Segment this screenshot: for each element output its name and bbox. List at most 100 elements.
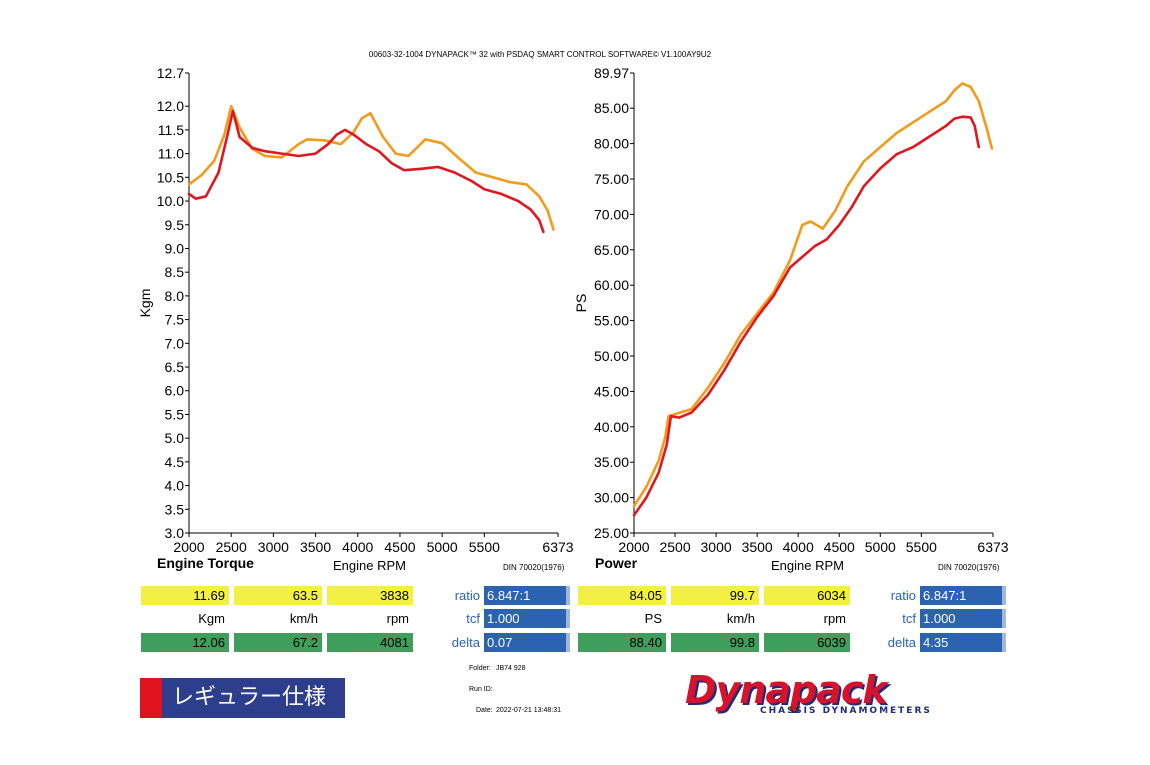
folder-label: Folder: (469, 665, 491, 672)
torque-din: DIN 70020(1976) (503, 563, 565, 572)
power-x-tick-label: 4500 (824, 539, 855, 555)
torque-title: Engine Torque (157, 555, 254, 571)
power-xlabel: Engine RPM (771, 558, 844, 573)
power-value: 84.05 (578, 586, 666, 605)
torque-y-tick-label: 11.5 (158, 122, 184, 138)
torque-y-tick-label: 11.0 (158, 146, 184, 162)
power-y-tick-label: 35.00 (594, 454, 629, 470)
torque-y-tick-label: 5.5 (165, 406, 185, 422)
power-y-tick-label: 89.97 (594, 65, 629, 81)
power-y-tick-label: 75.00 (594, 171, 629, 187)
power-y-tick-label: 60.00 (594, 277, 629, 293)
power-x-tick-label: 3000 (701, 539, 732, 555)
dynapack-logo: Dynapack CHASSIS DYNAMOMETERS (685, 668, 970, 718)
date-value: 2022-07-21 13:48:31 (496, 707, 561, 714)
runid-label: Run ID: (469, 686, 493, 693)
power-y-tick-label: 70.00 (594, 206, 629, 222)
logo-tagline: CHASSIS DYNAMOMETERS (760, 706, 932, 716)
torque-unit: Kgm (198, 611, 225, 626)
torque-x-tick-label: 2500 (216, 539, 247, 555)
power-x-tick-label: 3500 (742, 539, 773, 555)
torque-x-tick-label: 4500 (384, 539, 415, 555)
torque-series-0 (187, 104, 555, 231)
torque-y-tick-label: 4.0 (165, 478, 185, 494)
power-title: Power (595, 555, 638, 571)
power-speed-unit: km/h (726, 611, 755, 626)
torque-speed-value: 63.5 (234, 586, 322, 605)
torque-x-tick-label: 3500 (300, 539, 331, 555)
power-y-tick-label: 85.00 (594, 100, 629, 116)
torque-y-tick-label: 6.5 (165, 359, 185, 375)
power-speed-value: 99.7 (671, 586, 759, 605)
torque-y-tick-label: 12.0 (157, 98, 184, 114)
torque-y-tick-label: 3.0 (165, 525, 185, 541)
date-label: Date: (476, 707, 493, 714)
power-x-tick-label: 6373 (977, 539, 1008, 555)
power-y-tick-label: 80.00 (594, 136, 629, 152)
torque-ratio-value: 6.847:1 (484, 586, 570, 605)
power-series-0 (632, 82, 994, 508)
power-x-tick-label: 4000 (783, 539, 814, 555)
power-delta-value: 4.35 (920, 633, 1006, 652)
power-peak-rpm: 6039 (764, 633, 850, 652)
torque-delta-value: 0.07 (484, 633, 570, 652)
torque-y-tick-label: 7.5 (165, 312, 185, 328)
regular-spec-badge: レギュラー仕様 (140, 678, 345, 718)
torque-y-tick-label: 8.0 (165, 288, 185, 304)
power-peak-value: 88.40 (578, 633, 666, 652)
torque-y-axis-label: Kgm (137, 289, 153, 318)
torque-y-tick-label: 10.5 (157, 169, 184, 185)
power-series-1 (632, 115, 981, 517)
torque-x-tick-label: 2000 (173, 539, 204, 555)
power-rpm-unit: rpm (823, 611, 846, 626)
torque-y-tick-label: 4.5 (165, 454, 185, 470)
power-y-tick-label: 45.00 (594, 383, 629, 399)
power-y-tick-label: 55.00 (594, 313, 629, 329)
torque-peak-value: 12.06 (141, 633, 229, 652)
torque-delta-label: delta (451, 635, 480, 650)
torque-xlabel: Engine RPM (333, 558, 406, 573)
torque-series-1 (187, 109, 545, 234)
power-tcf-value: 1.000 (920, 609, 1006, 628)
dyno-charts: 3.0 3.5 4.0 4.5 5.0 5.5 6.0 6.5 7.0 7.5 8.0 8.5 9.0 9… (137, 65, 1009, 555)
folder-value: JB74 928 (496, 665, 526, 672)
torque-y-tick-label: 9.5 (165, 217, 185, 233)
torque-y-tick-label: 7.0 (165, 335, 185, 351)
logo-wordmark: Dynapack (685, 668, 888, 712)
torque-rpm-value: 3838 (327, 586, 413, 605)
torque-y-tick-label: 5.0 (165, 430, 185, 446)
torque-x-tick-label: 3000 (258, 539, 289, 555)
power-y-tick-label: 30.00 (594, 490, 629, 506)
torque-y-tick-label: 10.0 (157, 193, 184, 209)
power-peak-speed: 99.8 (671, 633, 759, 652)
torque-y-tick-label: 6.0 (165, 383, 185, 399)
power-unit: PS (644, 611, 662, 626)
torque-y-tick-label: 9.0 (165, 240, 185, 256)
badge-red-stripe (140, 678, 162, 718)
header-title: 00603-32-1004 DYNAPACK™ 32 with PSDAQ SM… (368, 50, 712, 59)
power-y-axis-label: PS (573, 294, 589, 313)
torque-rpm-unit: rpm (386, 611, 409, 626)
power-x-tick-label: 5500 (906, 539, 937, 555)
power-y-tick-label: 40.00 (594, 419, 629, 435)
power-din: DIN 70020(1976) (938, 563, 1000, 572)
torque-speed-unit: km/h (289, 611, 318, 626)
torque-value: 11.69 (141, 586, 229, 605)
torque-x-tick-label: 4000 (342, 539, 373, 555)
power-y-tick-label: 65.00 (594, 242, 629, 258)
power-tcf-label: tcf (902, 611, 916, 626)
badge-text: レギュラー仕様 (172, 684, 327, 709)
torque-peak-rpm: 4081 (327, 633, 413, 652)
power-x-tick-label: 2000 (618, 539, 649, 555)
power-y-tick-label: 50.00 (594, 348, 629, 364)
torque-peak-speed: 67.2 (234, 633, 322, 652)
torque-y-tick-label: 3.5 (165, 501, 185, 517)
torque-x-tick-label: 5500 (469, 539, 500, 555)
torque-y-tick-label: 8.5 (165, 264, 185, 280)
torque-x-tick-label: 5000 (427, 539, 458, 555)
torque-tcf-label: tcf (466, 611, 480, 626)
power-rpm-value: 6034 (764, 586, 850, 605)
power-ratio-label: ratio (890, 588, 916, 603)
power-ratio-value: 6.847:1 (920, 586, 1006, 605)
power-x-tick-label: 2500 (659, 539, 690, 555)
